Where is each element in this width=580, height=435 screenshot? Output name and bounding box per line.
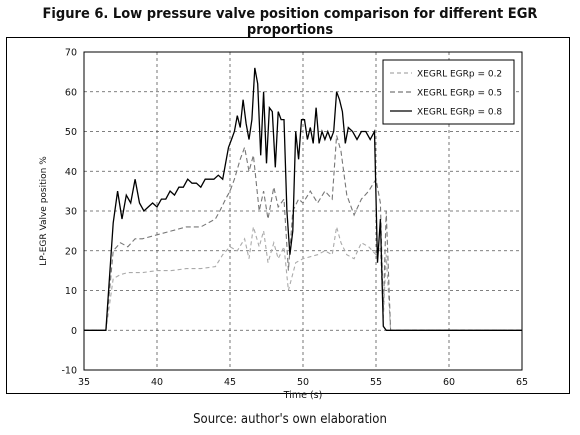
x-tick-label: 50 [297,377,309,388]
y-tick-label: 60 [65,87,77,98]
legend-label: XEGRL EGRp = 0.2 [417,70,502,80]
figure-frame [6,37,570,394]
y-tick-label: 0 [71,326,77,337]
x-tick-label: 35 [78,377,90,388]
grid [84,52,522,370]
x-tick-label: 65 [516,377,528,388]
y-tick-label: 70 [65,48,77,59]
x-axis-label: Time (s) [283,390,323,401]
series-line-3 [84,67,522,331]
y-tick-label: 40 [65,167,77,178]
series-line-2 [84,135,522,331]
series-line-1 [84,226,522,331]
x-tick-label: 55 [370,377,382,388]
y-tick-label: 30 [65,207,77,218]
figure-source: Source: author's own elaboration [193,412,387,427]
y-tick-label: 10 [65,286,77,297]
x-tick-label: 45 [224,377,236,388]
legend-label: XEGRL EGRp = 0.5 [417,89,502,99]
legend-box [382,59,515,125]
series-layer [84,67,522,331]
y-tick-label: -10 [61,366,77,377]
y-tick-label: 20 [65,246,77,257]
tick-labels: 35 40 45 50 55 60 65 -10 0 10 20 30 40 50 60 70 [61,48,528,389]
x-tick-label: 60 [443,377,455,388]
y-tick-label: 50 [65,127,77,138]
x-tick-label: 40 [151,377,163,388]
legend: XEGRL EGRp = 0.2 XEGRL EGRp = 0.5 XEGRL EG… [382,59,515,125]
plot-area-border [83,51,523,371]
legend-label: XEGRL EGRp = 0.8 [417,108,502,118]
figure-title: Figure 6. Low pressure valve position co… [42,6,538,38]
y-axis-label: LP-EGR Valve position % [39,156,49,266]
